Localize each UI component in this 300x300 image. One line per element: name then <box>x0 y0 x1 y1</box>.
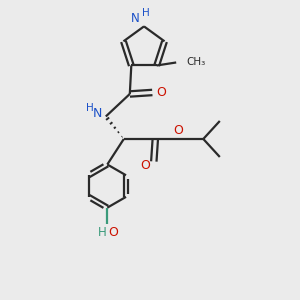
Text: N: N <box>130 11 140 25</box>
Text: O: O <box>108 226 118 239</box>
Text: H: H <box>142 8 149 18</box>
Text: O: O <box>140 159 150 172</box>
Text: H: H <box>98 226 106 239</box>
Text: O: O <box>156 86 166 99</box>
Text: CH₃: CH₃ <box>187 57 206 67</box>
Text: H: H <box>86 103 94 113</box>
Text: O: O <box>173 124 183 137</box>
Text: N: N <box>93 107 102 120</box>
